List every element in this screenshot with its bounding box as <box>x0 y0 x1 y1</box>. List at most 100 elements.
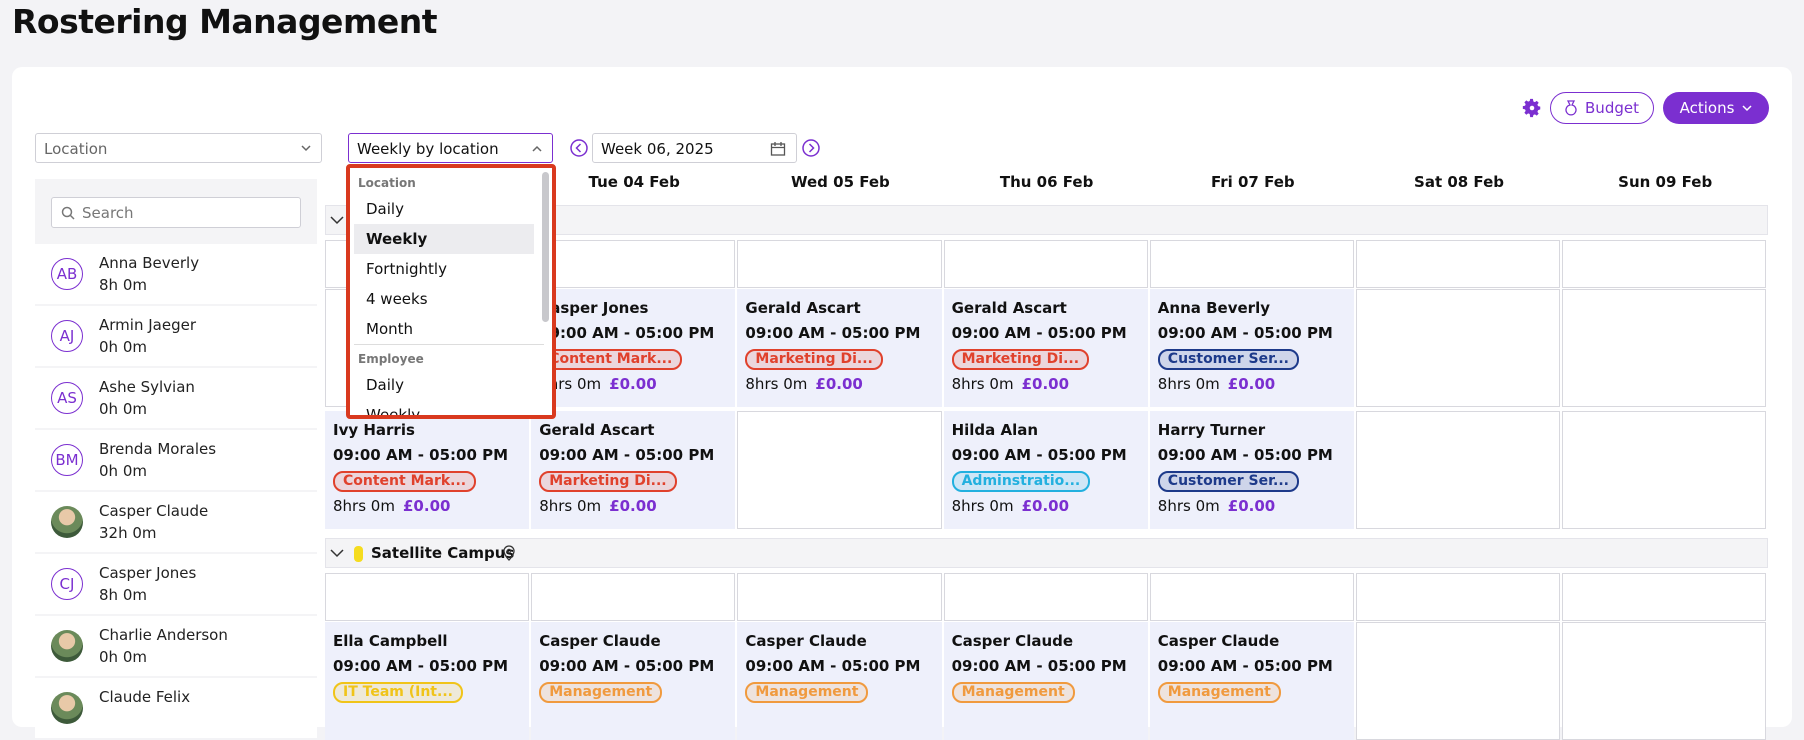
location-select[interactable]: Location <box>35 133 322 163</box>
empty-cell[interactable] <box>943 573 1148 621</box>
shift-tag: Content Mark... <box>333 471 477 492</box>
avatar: AS <box>51 382 83 414</box>
shift-card[interactable]: Ivy Harris 09:00 AM - 05:00 PM Content Mar… <box>325 411 530 529</box>
empty-cell[interactable] <box>737 411 942 529</box>
empty-cell[interactable] <box>1356 289 1561 407</box>
employee-row[interactable]: Claude Felix <box>35 678 317 738</box>
shift-card[interactable]: Casper Claude 09:00 AM - 05:00 PM Manageme… <box>943 622 1148 740</box>
budget-label: Budget <box>1585 99 1639 117</box>
employee-row[interactable]: Casper Claude 32h 0m <box>35 492 317 552</box>
empty-cell[interactable] <box>1356 622 1561 740</box>
empty-cell[interactable] <box>1356 411 1561 529</box>
budget-button[interactable]: Budget <box>1550 92 1654 124</box>
group-name: Satellite Campus <box>371 544 515 562</box>
employee-name: Anna Beverly <box>99 254 200 272</box>
menu-option[interactable]: Fortnightly <box>366 260 447 278</box>
menu-option[interactable]: Month <box>366 320 414 338</box>
empty-cell[interactable] <box>1562 622 1767 740</box>
employee-row[interactable]: AS Ashe Sylvian 0h 0m <box>35 368 317 428</box>
shift-card[interactable]: Harry Turner 09:00 AM - 05:00 PM Customer … <box>1149 411 1354 529</box>
empty-cell[interactable] <box>1356 573 1561 621</box>
employee-row[interactable]: CJ Casper Jones 8h 0m <box>35 554 317 614</box>
shift-employee: Gerald Ascart <box>951 299 1067 317</box>
avatar-photo <box>51 506 83 538</box>
shift-card[interactable]: Casper Claude 09:00 AM - 05:00 PM Manageme… <box>737 622 942 740</box>
shift-cost: £0.00 <box>609 497 657 515</box>
next-week[interactable] <box>801 138 821 158</box>
shift-card[interactable]: Casper Claude 09:00 AM - 05:00 PM Manageme… <box>531 622 736 740</box>
shift-card[interactable]: Anna Beverly 09:00 AM - 05:00 PM Customer … <box>1149 289 1354 407</box>
shift-tag: Customer Ser... <box>1157 471 1299 492</box>
empty-cell[interactable] <box>1356 240 1561 288</box>
search-input[interactable]: Search <box>51 197 301 228</box>
employee-row[interactable]: AJ Armin Jaeger 0h 0m <box>35 306 317 366</box>
shift-card[interactable]: Hilda Alan 09:00 AM - 05:00 PM Adminstrati… <box>943 411 1148 529</box>
shift-time: 09:00 AM - 05:00 PM <box>951 657 1127 675</box>
empty-cell[interactable] <box>737 240 942 288</box>
view-menu: Location Daily Weekly Fortnightly 4 weeks Mon… <box>346 164 556 419</box>
shift-time: 09:00 AM - 05:00 PM <box>951 446 1127 464</box>
employee-name: Claude Felix <box>99 688 191 706</box>
shift-card[interactable]: Casper Jones 09:00 AM - 05:00 PM Content M… <box>531 289 736 407</box>
shift-tag: Marketing Di... <box>539 471 677 492</box>
empty-cell[interactable] <box>1562 240 1767 288</box>
shift-employee: Ella Campbell <box>333 632 448 650</box>
shift-cost: £0.00 <box>403 497 451 515</box>
shift-tag: Marketing Di... <box>745 349 883 370</box>
day-header: Sun 09 Feb <box>1618 173 1713 191</box>
employee-row[interactable]: Charlie Anderson 0h 0m <box>35 616 317 676</box>
empty-cell[interactable] <box>943 240 1148 288</box>
shift-card[interactable]: Gerald Ascart 09:00 AM - 05:00 PM Marketin… <box>943 289 1148 407</box>
shift-tag: Adminstratio... <box>951 471 1091 492</box>
menu-option[interactable]: Weekly <box>354 224 534 254</box>
location-pin <box>502 545 516 567</box>
settings-icon[interactable] <box>1521 97 1543 119</box>
empty-cell[interactable] <box>1149 573 1354 621</box>
week-picker[interactable]: Week 06, 2025 <box>592 133 797 163</box>
menu-option[interactable]: Daily <box>366 200 404 218</box>
shift-employee: Casper Jones <box>539 299 649 317</box>
employee-row[interactable]: BM Brenda Morales 0h 0m <box>35 430 317 490</box>
empty-cell[interactable] <box>1562 411 1767 529</box>
empty-cell[interactable] <box>1562 289 1767 407</box>
avatar: BM <box>51 444 83 476</box>
shift-employee: Gerald Ascart <box>539 421 655 439</box>
empty-cell[interactable] <box>1562 573 1767 621</box>
view-select[interactable]: Weekly by location <box>348 133 553 163</box>
shift-time: 09:00 AM - 05:00 PM <box>333 657 509 675</box>
employee-hours: 0h 0m <box>99 338 147 356</box>
employee-row[interactable]: AB Anna Beverly 8h 0m <box>35 244 317 304</box>
shift-employee: Casper Claude <box>745 632 867 650</box>
shift-card[interactable]: Ella Campbell 09:00 AM - 05:00 PM IT Team … <box>325 622 530 740</box>
shift-hours: 8hrs 0m <box>951 375 1014 393</box>
shift-tag: Management <box>1157 682 1281 703</box>
empty-cell[interactable] <box>1149 240 1354 288</box>
menu-option[interactable]: Weekly <box>366 406 421 419</box>
menu-option[interactable]: 4 weeks <box>366 290 428 308</box>
page-title: Rostering Management <box>12 2 437 41</box>
location-placeholder: Location <box>44 140 108 158</box>
empty-cell[interactable] <box>737 573 942 621</box>
employee-sidebar: Search AB Anna Beverly 8h 0m AJ Armin Jaeger… <box>35 179 317 738</box>
menu-option[interactable]: Daily <box>366 376 404 394</box>
shift-card[interactable]: Gerald Ascart 09:00 AM - 05:00 PM Marketin… <box>531 411 736 529</box>
prev-week[interactable] <box>569 138 589 158</box>
shift-card[interactable]: Gerald Ascart 09:00 AM - 05:00 PM Marketin… <box>737 289 942 407</box>
empty-cell[interactable] <box>531 573 736 621</box>
employee-name: Armin Jaeger <box>99 316 196 334</box>
avatar: CJ <box>51 568 83 600</box>
shift-time: 09:00 AM - 05:00 PM <box>745 657 921 675</box>
actions-button[interactable]: Actions <box>1663 92 1769 124</box>
shift-employee: Harry Turner <box>1157 421 1266 439</box>
day-header: Sat 08 Feb <box>1414 173 1504 191</box>
empty-cell[interactable] <box>325 573 530 621</box>
menu-group-label: Location <box>358 176 416 190</box>
shift-card[interactable]: Casper Claude 09:00 AM - 05:00 PM Manageme… <box>1149 622 1354 740</box>
shift-cost: £0.00 <box>1227 375 1276 393</box>
shift-tag: Management <box>745 682 869 703</box>
empty-cell[interactable] <box>531 240 736 288</box>
employee-hours: 0h 0m <box>99 400 147 418</box>
employee-hours: 0h 0m <box>99 462 147 480</box>
shift-employee: Casper Claude <box>951 632 1074 650</box>
shift-hours: 8hrs 0m <box>1157 497 1220 515</box>
